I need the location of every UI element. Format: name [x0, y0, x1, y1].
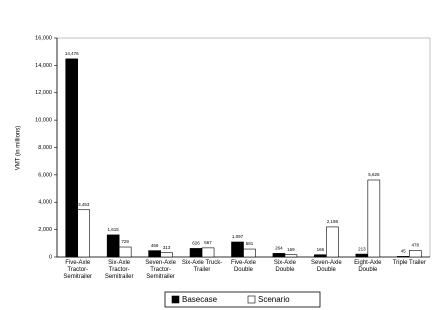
y-tick-label: 12,000	[35, 90, 52, 96]
bar	[231, 241, 244, 258]
bar	[160, 252, 173, 258]
data-label: 264	[275, 246, 283, 251]
bar	[189, 248, 203, 258]
legend-label: Scenario	[258, 295, 290, 304]
data-label: 14,476	[65, 51, 79, 56]
bar	[272, 253, 286, 258]
data-label: 478	[412, 243, 420, 248]
x-tick-label: Seven-Axle Tractor-Semitrailer	[145, 260, 176, 280]
bar	[314, 254, 327, 258]
bar	[201, 247, 215, 258]
x-tick-label: Eight-Axle Double	[354, 260, 382, 273]
x-tick-label: Six-Axle Truck-Trailer	[181, 260, 223, 273]
data-label: 1,097	[232, 234, 244, 239]
bar	[326, 226, 339, 258]
data-label: 45	[401, 249, 407, 254]
legend-box	[164, 291, 321, 308]
x-tick-label: Seven-Axle Double	[311, 260, 342, 273]
bar	[396, 256, 410, 258]
data-label: 2,198	[327, 219, 339, 224]
legend-label: Basecase	[182, 295, 218, 304]
data-label: 3,453	[78, 202, 90, 207]
y-tick-label: 2,000	[38, 227, 52, 233]
data-label: 729	[121, 239, 129, 244]
data-label: 313	[163, 245, 171, 250]
y-tick-label: 16,000	[35, 35, 52, 41]
bar	[118, 246, 132, 258]
bar	[243, 248, 256, 258]
data-label: 166	[317, 247, 325, 252]
bar	[408, 250, 422, 258]
y-tick-label: 6,000	[38, 172, 52, 178]
bar	[77, 209, 91, 258]
y-tick-label: 14,000	[35, 63, 52, 69]
y-tick-label: 0	[49, 254, 52, 260]
legend-swatch	[171, 295, 180, 304]
y-tick-label: 8,000	[38, 145, 52, 151]
bar	[106, 234, 120, 258]
x-tick-label: Triple Trailer	[392, 260, 426, 266]
y-tick-label: 10,000	[35, 118, 52, 124]
bar	[148, 250, 161, 258]
bar	[367, 179, 381, 258]
legend-swatch	[247, 295, 256, 304]
data-label: 213	[358, 246, 366, 251]
x-tick-label: Five-Axle Double	[230, 260, 256, 273]
x-tick-label: Six-Axle Double	[273, 260, 296, 273]
data-label: 667	[204, 240, 212, 245]
y-tick-label: 4,000	[38, 200, 52, 206]
bar	[355, 253, 369, 258]
data-label: 169	[287, 247, 295, 252]
x-tick-label: Six-Axle Tractor-Semitrailer	[104, 260, 134, 280]
data-label: 626	[192, 241, 200, 246]
data-label: 1,615	[108, 227, 120, 232]
data-label: 5,626	[368, 172, 380, 177]
x-tick-label: Five-Axle Tractor-Semitrailer	[63, 260, 93, 280]
bar	[65, 58, 79, 258]
data-label: 581	[246, 241, 254, 246]
data-label: 466	[151, 243, 159, 248]
y-axis-title: VMT (in millions)	[16, 126, 22, 171]
bar	[284, 254, 298, 258]
